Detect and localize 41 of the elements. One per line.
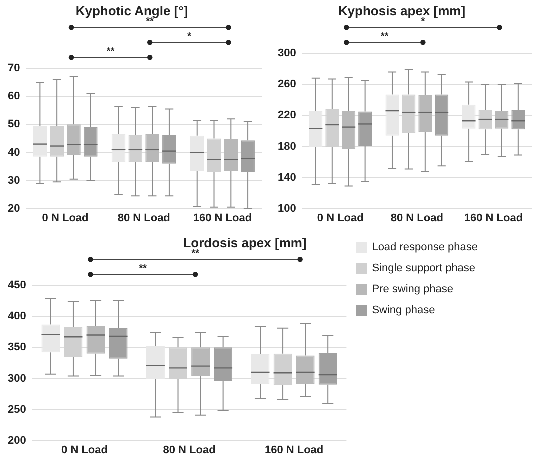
y-tick-label: 400 [8, 310, 26, 323]
text: ** [381, 31, 389, 42]
x-tick-label: 0 N Load [42, 212, 89, 224]
text: ** [192, 248, 200, 260]
y-tick-label: 260 [278, 78, 296, 91]
x-tick-label: 160 N Load [193, 212, 252, 224]
chart-title: Kyphotic Angle [°] [76, 3, 188, 18]
y-tick-label: 300 [278, 48, 296, 60]
y-tick-label: 100 [278, 202, 296, 215]
legend-label: Single support phase [372, 262, 476, 275]
y-tick-label: 350 [8, 342, 26, 354]
legend-label: Load response phase [372, 242, 478, 254]
x-tick-label: 160 N Load [464, 212, 524, 224]
x-tick-label: 80 N Load [390, 212, 444, 224]
y-tick-label: 20 [8, 202, 20, 215]
x-tick-label: 80 N Load [118, 212, 170, 224]
x-tick-label: 0 N Load [62, 444, 108, 456]
legend-label: Pre swing phase [372, 284, 454, 296]
y-tick-label: 50 [8, 118, 20, 131]
y-tick-label: 70 [8, 62, 20, 75]
y-tick-label: 180 [278, 140, 296, 153]
y-tick-label: 250 [8, 404, 26, 416]
x-tick-label: 80 N Load [163, 444, 216, 456]
chart-title: Kyphosis apex [mm] [338, 3, 466, 18]
text: ** [146, 16, 154, 28]
text: * [421, 16, 426, 28]
y-tick-label: 60 [8, 90, 20, 103]
legend-label: Swing phase [372, 304, 436, 317]
text: * [187, 31, 192, 42]
y-tick-label: 40 [8, 146, 20, 159]
y-tick-label: 300 [8, 372, 26, 385]
y-tick-label: 220 [278, 110, 296, 122]
y-tick-label: 30 [8, 174, 20, 187]
y-tick-label: 200 [8, 434, 26, 447]
x-tick-label: 0 N Load [317, 212, 364, 224]
y-tick-label: 450 [8, 280, 26, 292]
text: ** [106, 46, 115, 58]
y-tick-label: 140 [278, 172, 296, 184]
x-tick-label: 160 N Load [264, 444, 324, 456]
text: ** [139, 263, 148, 274]
chart-title: Lordosis apex [mm] [183, 235, 307, 250]
